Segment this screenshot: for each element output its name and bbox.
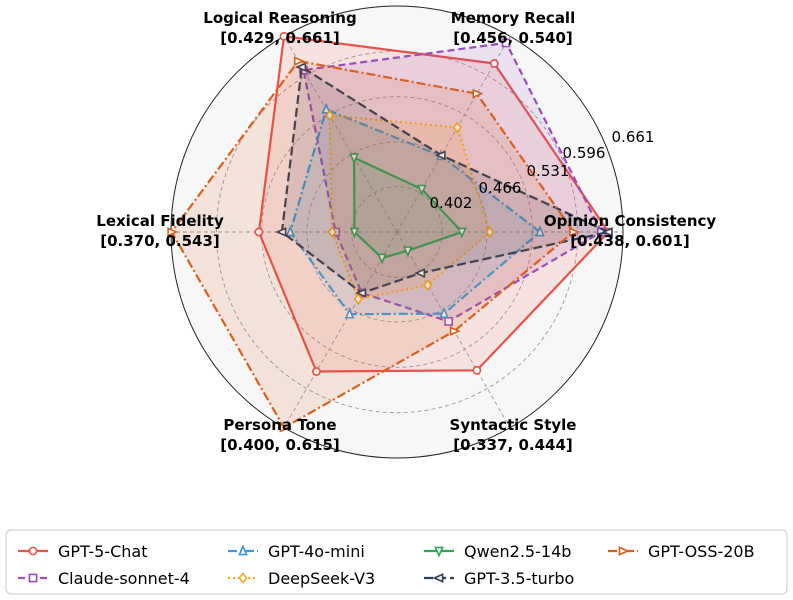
data-point-marker [325, 109, 335, 122]
axis-label: Persona Tone [223, 416, 336, 434]
data-point-marker [279, 31, 289, 41]
axis-range-label: [0.337, 0.444] [453, 436, 573, 454]
data-point-marker [569, 227, 581, 237]
legend-item: GPT-OSS-20B [608, 542, 755, 561]
series-claude-sonnet-4 [299, 38, 606, 326]
radar-grid [170, 5, 624, 459]
data-point-marker [254, 227, 264, 237]
data-point-marker [285, 225, 296, 237]
series-qwen2-5-14b [349, 153, 467, 265]
grid-spoke [396, 36, 511, 233]
data-point-marker [344, 307, 355, 319]
legend-item: Qwen2.5-14b [424, 542, 571, 561]
data-point-marker [402, 246, 413, 258]
data-point-marker [167, 227, 179, 237]
data-point-marker [501, 38, 511, 48]
data-point-marker [414, 268, 426, 278]
series-area [329, 115, 490, 300]
data-point-marker [349, 153, 359, 165]
data-point-marker [423, 279, 433, 292]
data-point-marker [279, 422, 291, 433]
data-point-marker [489, 59, 499, 68]
data-point-marker [275, 227, 287, 237]
data-point-marker [472, 88, 484, 99]
legend: GPT-5-Chat Claude-sonnet-4 GPT-4o-mini Deep… [5, 529, 788, 595]
legend-label: DeepSeek-V3 [268, 569, 375, 588]
data-point-marker [312, 367, 321, 376]
series-area [303, 42, 602, 322]
legend-item: GPT-5-Chat [18, 542, 147, 561]
series-deepseek-v3 [325, 109, 495, 305]
data-point-marker [439, 306, 449, 318]
legend-item: Claude-sonnet-4 [18, 569, 190, 588]
data-point-marker [449, 326, 461, 336]
grid-spoke [283, 36, 398, 233]
data-point-marker [452, 121, 462, 134]
data-point-marker [618, 546, 630, 556]
axis-label: Lexical Fidelity [96, 212, 224, 230]
legend-item: GPT-3.5-turbo [424, 569, 574, 588]
data-point-marker [355, 288, 367, 298]
axis-range-label: [0.370, 0.543] [100, 232, 220, 250]
data-point-marker [416, 184, 427, 196]
data-point-marker [327, 226, 337, 238]
radial-tick-label: 0.402 [430, 194, 473, 212]
legend-label: Claude-sonnet-4 [58, 569, 190, 588]
series-area [258, 36, 609, 372]
axis-label: Memory Recall [451, 9, 575, 27]
legend-label: GPT-3.5-turbo [464, 569, 574, 588]
series-area [281, 67, 609, 293]
axis-range-label: [0.429, 0.661] [220, 29, 340, 47]
axis-label: Opinion Consistency [544, 212, 717, 230]
data-point-marker [377, 253, 387, 265]
legend-label: Qwen2.5-14b [464, 542, 571, 561]
series-gpt-oss-20b [167, 56, 581, 433]
data-point-marker [485, 226, 495, 238]
radar-series [167, 31, 613, 433]
data-point-marker [293, 56, 305, 66]
axis-range-label: [0.400, 0.615] [220, 436, 340, 454]
axis-label: Syntactic Style [450, 416, 577, 434]
data-point-marker [349, 227, 360, 239]
legend-item: GPT-4o-mini [228, 542, 365, 561]
series-gpt-3-5-turbo [275, 62, 613, 298]
data-point-marker [601, 227, 613, 237]
radial-tick-label: 0.661 [612, 128, 655, 146]
data-point-marker [295, 62, 307, 72]
radar-labels: Opinion Consistency [0.438, 0.601] Memory … [96, 9, 716, 454]
axis-range-label: [0.438, 0.601] [570, 232, 690, 250]
series-gpt-5-chat [254, 31, 613, 376]
data-point-marker [472, 365, 482, 375]
data-point-marker [238, 544, 248, 556]
data-point-marker [28, 573, 38, 583]
data-point-marker [434, 150, 446, 161]
data-point-marker [457, 227, 467, 239]
radial-tick-label: 0.596 [563, 144, 606, 162]
data-point-marker [535, 225, 545, 237]
data-point-marker [353, 293, 363, 305]
legend-item: DeepSeek-V3 [228, 569, 375, 588]
axis-range-label: [0.456, 0.540] [453, 29, 573, 47]
data-point-marker [238, 572, 248, 584]
data-point-marker [434, 546, 444, 558]
radial-tick-label: 0.466 [479, 179, 522, 197]
grid-spoke [283, 231, 398, 428]
data-point-marker [28, 546, 38, 556]
axis-label: Logical Reasoning [203, 9, 356, 27]
data-point-marker [321, 102, 332, 114]
legend-frame [5, 529, 788, 595]
series-area [354, 157, 462, 258]
radial-tick-label: 0.531 [527, 162, 570, 180]
legend-label: GPT-OSS-20B [648, 542, 755, 561]
legend-label: GPT-5-Chat [58, 542, 147, 561]
legend-label: GPT-4o-mini [268, 542, 365, 561]
data-point-marker [432, 573, 444, 583]
series-area [171, 61, 574, 428]
